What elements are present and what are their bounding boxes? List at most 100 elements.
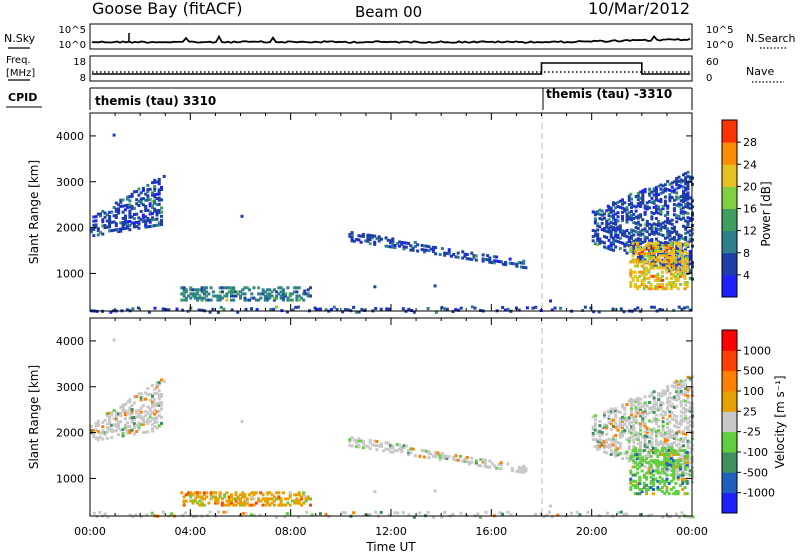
data-cell	[196, 290, 200, 294]
data-cell	[141, 219, 145, 223]
data-cell	[243, 296, 247, 300]
data-cell	[630, 228, 633, 232]
data-cell	[294, 305, 298, 309]
data-cell	[119, 221, 123, 225]
data-cell	[631, 473, 635, 477]
data-cell	[119, 204, 123, 208]
data-cell	[674, 450, 678, 454]
data-cell	[650, 248, 654, 252]
data-cell	[304, 499, 308, 503]
data-cell	[672, 254, 676, 258]
data-cell	[640, 469, 644, 473]
data-cell	[684, 196, 688, 200]
data-cell	[197, 308, 201, 312]
data-cell	[451, 512, 455, 516]
data-cell	[130, 428, 134, 432]
data-cell	[191, 288, 195, 292]
data-cell	[677, 235, 681, 239]
data-cell	[616, 441, 620, 444]
data-cell	[654, 432, 658, 436]
data-cell	[605, 223, 609, 227]
data-cell	[375, 448, 379, 452]
data-cell	[395, 242, 399, 246]
data-cell	[114, 222, 118, 226]
data-cell	[216, 497, 220, 501]
data-cell	[686, 441, 690, 445]
data-cell	[666, 386, 670, 390]
data-cell	[616, 215, 620, 219]
data-cell	[654, 204, 658, 208]
data-cell	[440, 456, 444, 460]
data-cell	[130, 416, 134, 420]
data-cell	[112, 133, 116, 137]
data-cell	[146, 411, 150, 415]
data-cell	[650, 391, 654, 395]
data-cell	[609, 428, 613, 432]
data-cell	[277, 497, 281, 501]
nave-label: Nave	[746, 65, 774, 78]
data-cell	[117, 228, 121, 231]
data-cell	[132, 221, 136, 225]
data-cell	[239, 294, 242, 298]
data-cell	[679, 207, 683, 211]
data-cell	[660, 260, 664, 264]
data-cell	[139, 396, 143, 400]
data-cell	[427, 249, 431, 253]
data-cell	[306, 294, 310, 298]
data-cell	[672, 203, 676, 206]
data-cell	[623, 422, 627, 426]
data-cell	[153, 387, 157, 391]
data-cell	[144, 397, 148, 401]
data-cell	[616, 453, 620, 457]
data-cell	[665, 459, 669, 463]
data-cell	[679, 241, 682, 245]
data-cell	[196, 501, 200, 505]
data-cell	[402, 247, 406, 251]
data-cell	[630, 412, 633, 416]
data-cell	[666, 422, 670, 425]
data-cell	[641, 410, 645, 414]
data-cell	[677, 426, 681, 430]
data-cell	[675, 470, 679, 474]
data-cell	[135, 430, 139, 433]
data-cell	[144, 192, 148, 196]
data-cell	[643, 426, 647, 430]
data-cell	[670, 429, 674, 433]
data-cell	[612, 240, 615, 244]
data-cell	[263, 294, 267, 298]
data-cell	[652, 406, 656, 410]
data-cell	[669, 488, 673, 491]
data-cell	[677, 450, 681, 454]
data-cell	[128, 424, 132, 428]
data-cell	[636, 481, 640, 485]
data-cell	[377, 239, 381, 243]
data-cell	[634, 418, 638, 422]
data-cell	[409, 248, 413, 252]
data-cell	[688, 376, 692, 380]
data-cell	[657, 393, 661, 397]
data-cell	[488, 465, 492, 469]
data-cell	[676, 492, 680, 496]
data-cell	[625, 425, 629, 429]
data-cell	[202, 292, 206, 296]
data-cell	[239, 497, 242, 501]
data-cell	[675, 472, 679, 476]
data-cell	[648, 193, 652, 197]
data-cell	[633, 483, 637, 487]
data-cell	[656, 245, 660, 249]
data-cell	[658, 250, 662, 253]
data-cell	[463, 457, 467, 461]
data-cell	[324, 308, 328, 312]
data-cell	[519, 466, 523, 470]
data-cell	[684, 414, 688, 418]
data-cell	[683, 276, 687, 280]
data-cell	[182, 290, 186, 294]
data-cell	[656, 266, 660, 270]
data-cell	[309, 294, 312, 298]
data-cell	[607, 218, 611, 222]
data-cell	[684, 225, 688, 229]
data-cell	[348, 232, 352, 236]
data-cell	[146, 196, 150, 200]
data-cell	[151, 423, 154, 427]
data-cell	[639, 405, 643, 409]
